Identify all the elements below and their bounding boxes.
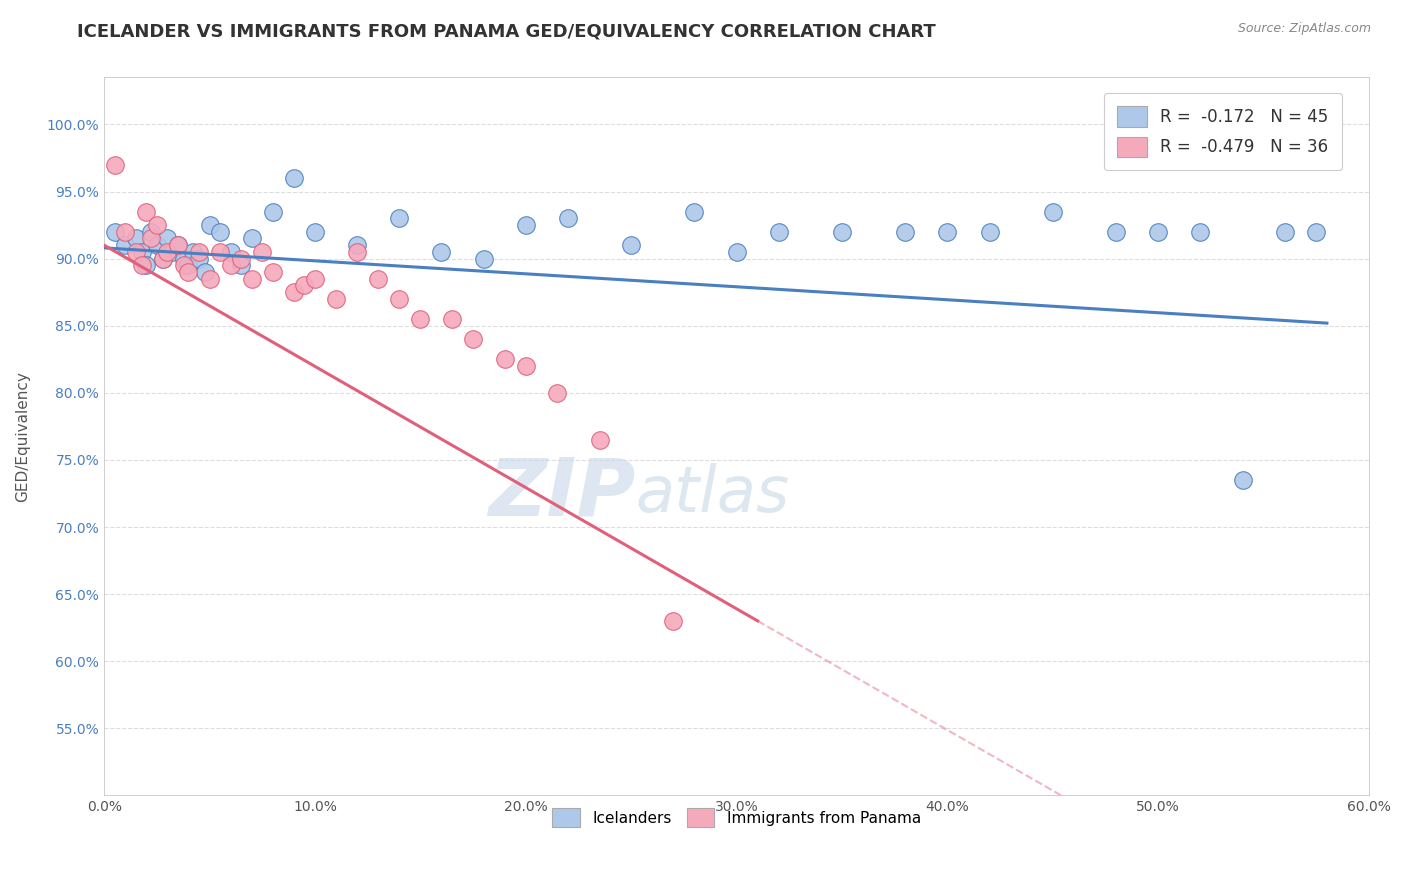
Point: [936, 225, 959, 239]
Text: ICELANDER VS IMMIGRANTS FROM PANAMA GED/EQUIVALENCY CORRELATION CHART: ICELANDER VS IMMIGRANTS FROM PANAMA GED/…: [77, 22, 936, 40]
Point: [472, 252, 495, 266]
Point: [409, 312, 432, 326]
Point: [156, 244, 179, 259]
Point: [494, 352, 516, 367]
Point: [152, 252, 174, 266]
Point: [231, 258, 253, 272]
Point: [367, 271, 389, 285]
Point: [620, 238, 643, 252]
Point: [1147, 225, 1170, 239]
Point: [768, 225, 790, 239]
Point: [139, 231, 162, 245]
Point: [194, 265, 217, 279]
Text: atlas: atlas: [636, 463, 790, 524]
Point: [979, 225, 1001, 239]
Point: [114, 238, 136, 252]
Point: [177, 258, 200, 272]
Point: [135, 204, 157, 219]
Point: [240, 271, 263, 285]
Y-axis label: GED/Equivalency: GED/Equivalency: [15, 371, 30, 502]
Point: [440, 312, 463, 326]
Point: [894, 225, 917, 239]
Point: [219, 244, 242, 259]
Legend: Icelanders, Immigrants from Panama: Icelanders, Immigrants from Panama: [544, 800, 928, 834]
Point: [177, 265, 200, 279]
Point: [388, 292, 411, 306]
Point: [181, 244, 204, 259]
Point: [146, 238, 169, 252]
Point: [219, 258, 242, 272]
Point: [231, 252, 253, 266]
Point: [388, 211, 411, 226]
Point: [283, 171, 305, 186]
Point: [188, 252, 211, 266]
Point: [131, 244, 153, 259]
Point: [515, 218, 537, 232]
Point: [160, 244, 183, 259]
Point: [198, 271, 221, 285]
Point: [1274, 225, 1296, 239]
Point: [139, 225, 162, 239]
Point: [515, 359, 537, 373]
Point: [209, 225, 232, 239]
Point: [346, 244, 368, 259]
Point: [294, 278, 316, 293]
Point: [198, 218, 221, 232]
Point: [1189, 225, 1212, 239]
Point: [125, 244, 148, 259]
Point: [104, 158, 127, 172]
Point: [252, 244, 274, 259]
Point: [325, 292, 347, 306]
Point: [262, 265, 284, 279]
Point: [1232, 473, 1254, 487]
Point: [304, 271, 326, 285]
Point: [173, 252, 195, 266]
Point: [156, 231, 179, 245]
Point: [146, 218, 169, 232]
Point: [683, 204, 706, 219]
Point: [1042, 204, 1064, 219]
Point: [262, 204, 284, 219]
Point: [188, 244, 211, 259]
Point: [461, 332, 484, 346]
Point: [173, 258, 195, 272]
Point: [725, 244, 748, 259]
Point: [430, 244, 453, 259]
Point: [831, 225, 853, 239]
Point: [557, 211, 579, 226]
Point: [114, 225, 136, 239]
Point: [209, 244, 232, 259]
Point: [167, 238, 190, 252]
Text: Source: ZipAtlas.com: Source: ZipAtlas.com: [1237, 22, 1371, 36]
Point: [304, 225, 326, 239]
Point: [152, 252, 174, 266]
Point: [346, 238, 368, 252]
Point: [588, 433, 610, 447]
Point: [283, 285, 305, 300]
Point: [104, 225, 127, 239]
Point: [167, 238, 190, 252]
Point: [662, 614, 685, 628]
Point: [546, 385, 568, 400]
Point: [131, 258, 153, 272]
Point: [1305, 225, 1327, 239]
Point: [240, 231, 263, 245]
Point: [135, 258, 157, 272]
Point: [1105, 225, 1128, 239]
Text: ZIP: ZIP: [488, 455, 636, 533]
Point: [125, 231, 148, 245]
